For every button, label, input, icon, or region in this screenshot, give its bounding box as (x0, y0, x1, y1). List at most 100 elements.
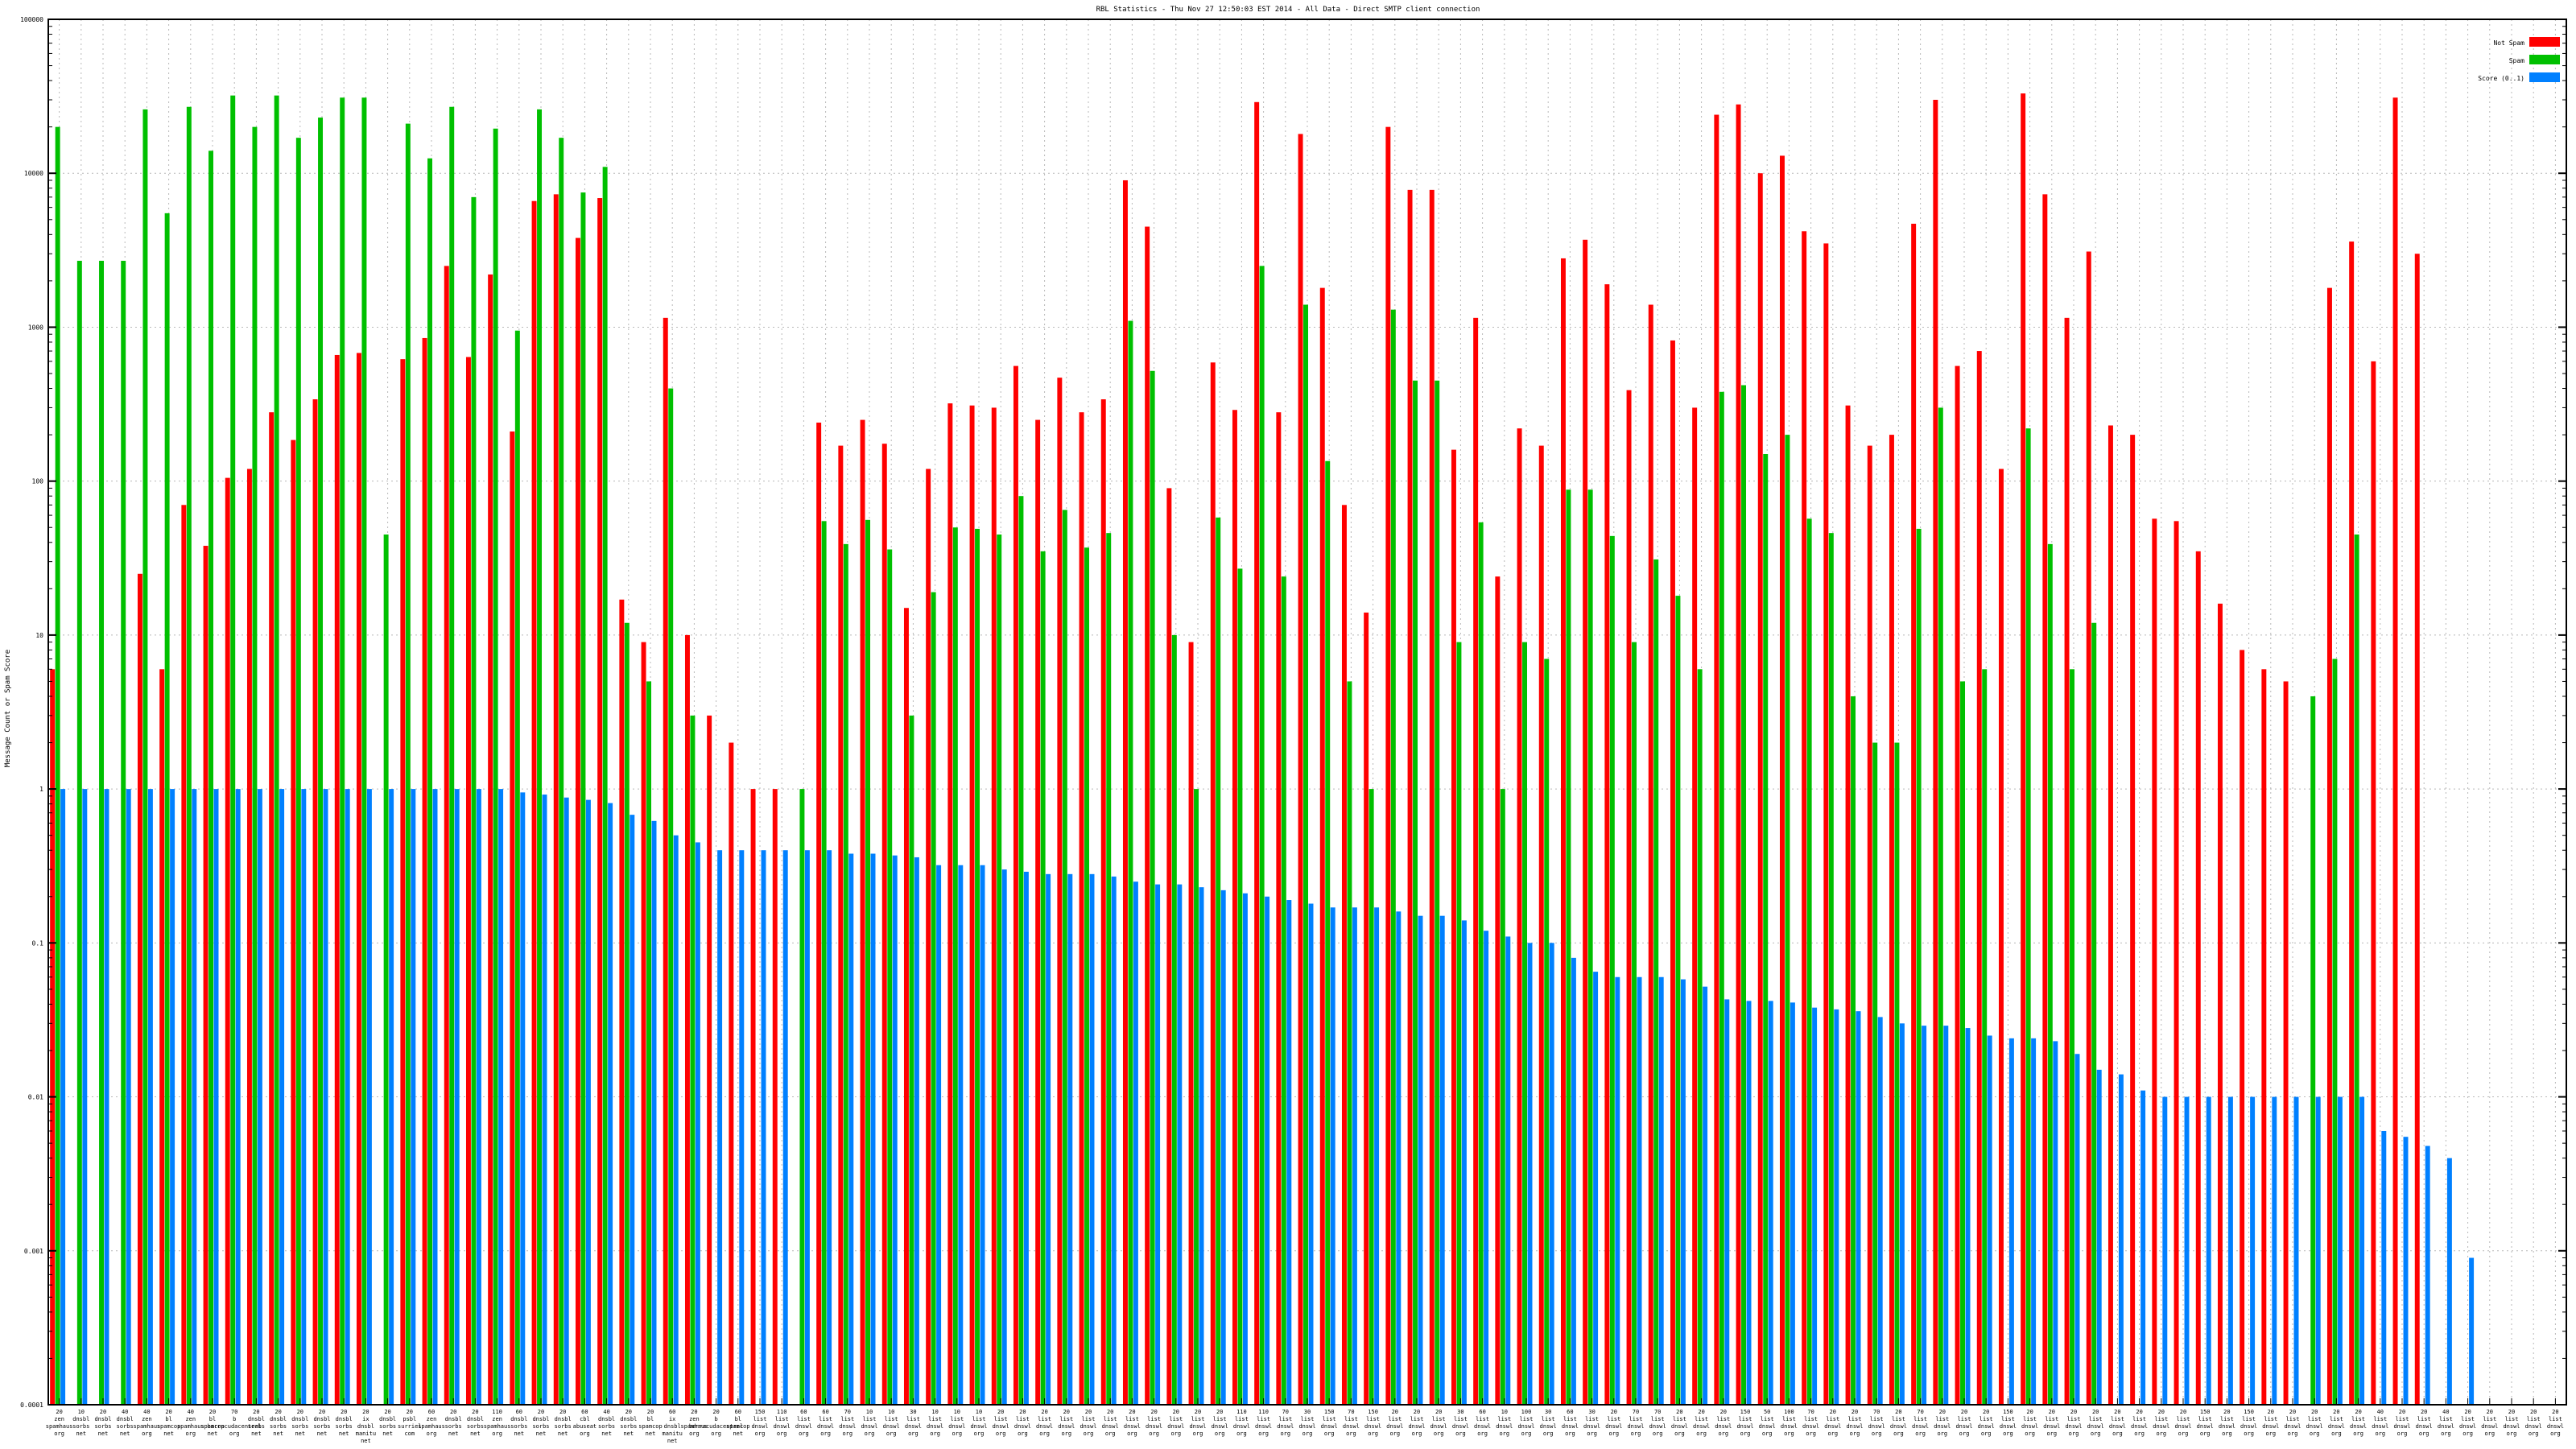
bar-spam (274, 95, 279, 1405)
bar-spam (1544, 658, 1550, 1405)
bar-spam (164, 213, 170, 1406)
x-tick-label: list (1104, 1416, 1117, 1422)
bar-not-spam (531, 200, 537, 1405)
bar-score-0-1 (520, 792, 526, 1405)
bar-score-0-1 (2096, 1069, 2102, 1405)
x-tick-label: org (427, 1430, 437, 1437)
x-tick-label: net (361, 1438, 371, 1444)
bar-spam (361, 97, 367, 1406)
x-tick-label: dnswl (2284, 1423, 2301, 1430)
bar-spam (121, 260, 126, 1405)
bar-spam (1128, 320, 1133, 1405)
x-tick-label: zen (689, 1416, 700, 1422)
x-tick-label: net (448, 1430, 459, 1437)
plot-frame (47, 19, 2567, 1406)
x-tick-label: sorbs (445, 1423, 462, 1430)
x-tick-label: list (2396, 1416, 2409, 1422)
bar-score-0-1 (1658, 976, 1664, 1405)
bar-score-0-1 (1834, 1009, 1839, 1405)
x-tick-label: dnswl (2503, 1423, 2520, 1430)
x-tick-label: dnswl (1036, 1423, 1053, 1430)
bar-score-0-1 (673, 835, 679, 1405)
bar-score-0-1 (2425, 1146, 2430, 1405)
x-tick-label: dnsbl (270, 1416, 287, 1422)
bar-not-spam (2283, 681, 2289, 1405)
x-tick-label: b (714, 1416, 717, 1422)
x-tick-label: 20 (1107, 1409, 1113, 1415)
bar-score-0-1 (60, 789, 66, 1405)
x-tick-label: 70 (1917, 1409, 1923, 1415)
x-tick-label: list (2461, 1416, 2475, 1422)
bar-not-spam (2152, 518, 2157, 1405)
bar-score-0-1 (1484, 931, 1489, 1405)
x-tick-label: net (98, 1430, 109, 1437)
bar-spam (340, 97, 345, 1406)
bar-not-spam (816, 422, 822, 1405)
x-tick-label: org (1872, 1430, 1882, 1437)
bar-score-0-1 (1461, 920, 1467, 1405)
bar-spam (1062, 510, 1067, 1405)
bar-spam (952, 527, 958, 1406)
x-tick-label: dnswl (993, 1423, 1009, 1430)
bar-spam (1194, 789, 1199, 1405)
x-tick-label: bl (735, 1416, 741, 1422)
x-tick-label: sorbs (313, 1423, 330, 1430)
x-tick-label: org (492, 1430, 502, 1437)
x-tick-labels: 20zenspamhausorg10dnsblsorbsnet20dnsblso… (46, 1409, 2564, 1444)
x-tick-label: dnswl (2306, 1423, 2323, 1430)
bar-spam (1828, 533, 1834, 1406)
legend: Not Spam Spam Score (0..1) (2478, 37, 2560, 82)
x-tick-label: dnswl (1736, 1423, 1753, 1430)
bar-not-spam (2414, 254, 2420, 1405)
x-tick-label: dnsbl (291, 1416, 308, 1422)
x-tick-label: 20 (1129, 1409, 1135, 1415)
bar-score-0-1 (1286, 900, 1292, 1405)
y-tick-label: 0.0001 (20, 1402, 43, 1409)
x-tick-label: 40 (143, 1409, 150, 1415)
x-tick-label: org (1368, 1430, 1378, 1437)
x-tick-label: 20 (2487, 1409, 2493, 1415)
bar-spam (1763, 453, 1769, 1405)
x-tick-label: org (2265, 1430, 2276, 1437)
x-tick-label: 60 (669, 1409, 675, 1415)
x-tick-label: net (382, 1430, 393, 1437)
x-tick-label: 20 (407, 1409, 413, 1415)
x-tick-label: 20 (1983, 1409, 1989, 1415)
bar-not-spam (1692, 407, 1698, 1406)
bar-not-spam (2349, 242, 2355, 1406)
bar-score-0-1 (476, 789, 481, 1405)
bar-spam (668, 388, 674, 1405)
bar-not-spam (881, 444, 887, 1405)
x-tick-label: dnswl (1824, 1423, 1841, 1430)
x-tick-label: org (1346, 1430, 1356, 1437)
x-tick-label: list (753, 1416, 767, 1422)
bar-score-0-1 (848, 853, 854, 1405)
bar-score-0-1 (739, 850, 745, 1405)
x-tick-label: list (2045, 1416, 2058, 1422)
x-tick-label: 30 (1457, 1409, 1463, 1415)
x-tick-label: dnsbl (313, 1416, 330, 1422)
x-tick-label: list (2505, 1416, 2519, 1422)
x-tick-label: 150 (1740, 1409, 1751, 1415)
bar-spam (537, 109, 543, 1405)
x-tick-label: org (1302, 1430, 1313, 1437)
bar-score-0-1 (1571, 957, 1576, 1405)
x-tick-label: 40 (2442, 1409, 2449, 1415)
bar-score-0-1 (432, 789, 438, 1405)
x-tick-label: 20 (1195, 1409, 1201, 1415)
x-tick-label: net (623, 1430, 634, 1437)
x-tick-label: 20 (2092, 1409, 2099, 1415)
bar-spam (1632, 642, 1637, 1405)
bar-score-0-1 (2162, 1096, 2168, 1405)
x-tick-label: org (996, 1430, 1006, 1437)
bar-score-0-1 (1089, 873, 1095, 1405)
bar-spam (514, 330, 520, 1405)
bar-spam (1171, 634, 1177, 1405)
x-tick-label: org (1915, 1430, 1926, 1437)
bar-spam (405, 123, 411, 1406)
bar-not-spam (1100, 399, 1106, 1405)
x-tick-label: 20 (2268, 1409, 2274, 1415)
bar-spam (909, 715, 914, 1405)
x-tick-label: zen (492, 1416, 502, 1422)
x-tick-label: spamhaus (418, 1423, 445, 1430)
